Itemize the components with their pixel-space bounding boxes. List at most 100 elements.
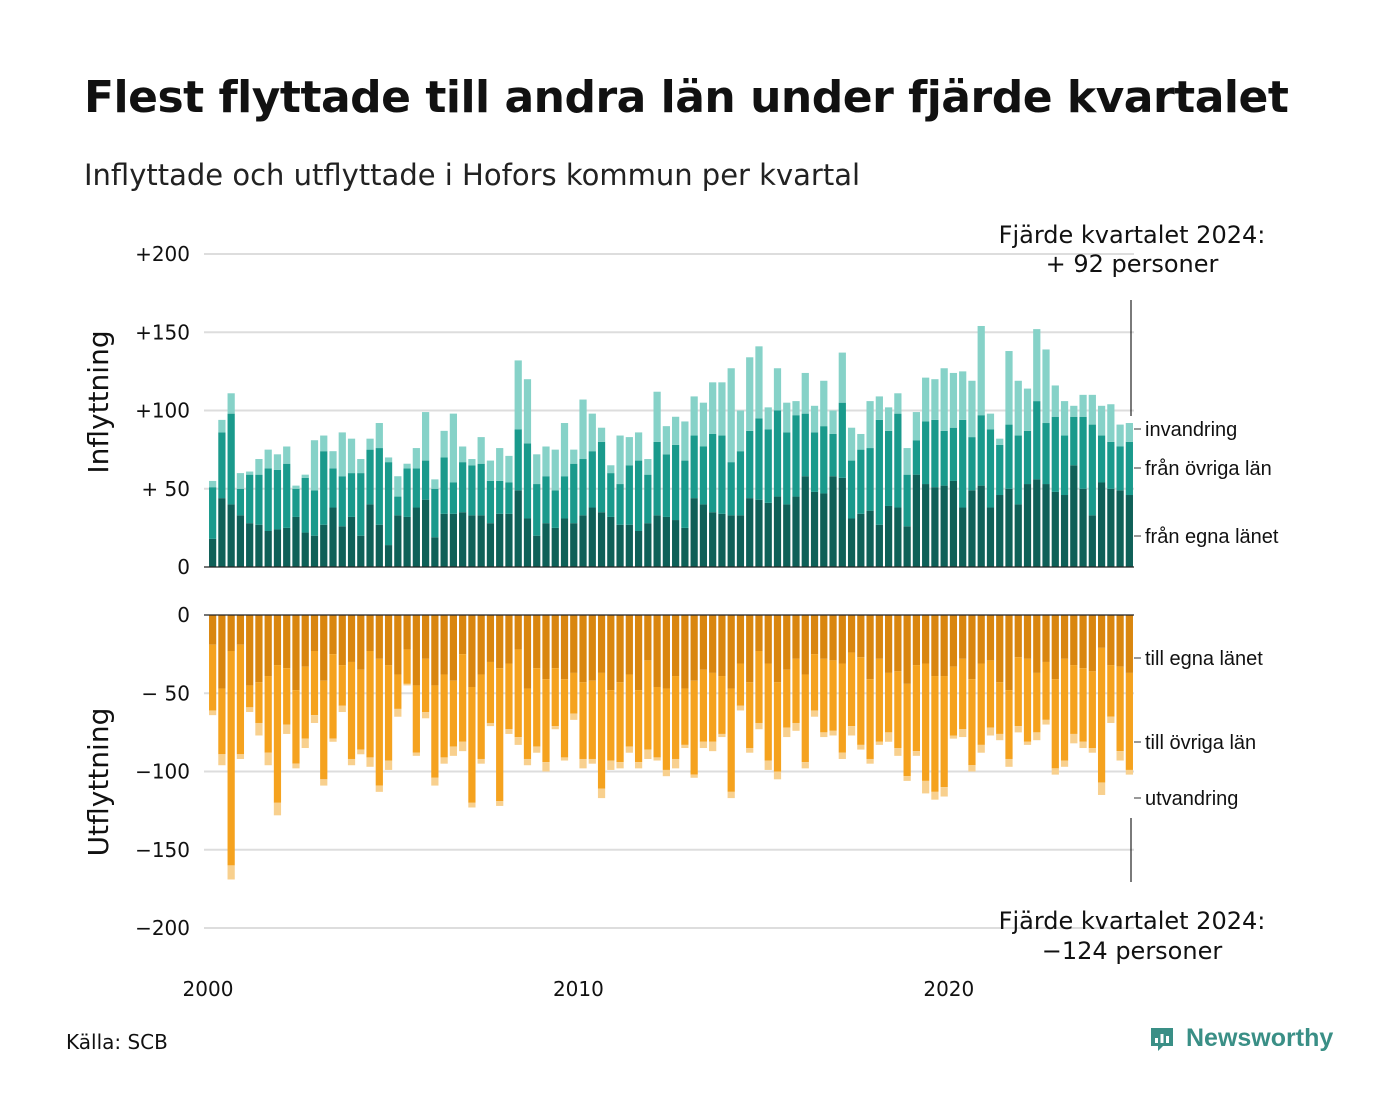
bar-out-emigration (755, 722, 763, 730)
bar-in-other (931, 419, 939, 488)
series-labels-outflow: till egna länet till övriga län utvandri… (1134, 648, 1263, 810)
bar-out-emigration (459, 741, 467, 752)
bar-out-other (847, 652, 856, 727)
bar-out-own (634, 615, 643, 691)
bar-in-other (810, 432, 819, 492)
bar-in-immigration (736, 410, 745, 452)
bar-out-own (1125, 615, 1133, 673)
bar-in-own (523, 518, 532, 567)
bar-out-other (514, 649, 522, 738)
bar-in-immigration (1033, 329, 1041, 402)
bar-in-own (746, 498, 754, 567)
bar-in-own (681, 527, 689, 567)
bar-in-other (384, 462, 393, 546)
bar-in-immigration (283, 446, 291, 464)
bar-out-own (922, 615, 930, 664)
bar-out-own (1042, 615, 1050, 662)
bar-in-immigration (959, 371, 967, 420)
bar-out-other (496, 668, 504, 802)
bar-in-own (431, 537, 439, 567)
bar-out-emigration (357, 749, 365, 755)
bar-in-other (421, 460, 430, 500)
bar-in-immigration (440, 430, 448, 458)
bar-out-other (866, 679, 874, 759)
bar-in-other (1125, 441, 1133, 496)
bar-out-other (264, 676, 272, 753)
bar-in-immigration (273, 454, 282, 470)
chart-subtitle: Inflyttade och utflyttade i Hofors kommu… (84, 158, 861, 192)
bar-out-emigration (986, 727, 995, 736)
bar-in-other (829, 433, 837, 477)
bar-in-other (292, 488, 300, 517)
bar-out-own (931, 615, 939, 677)
bar-out-emigration (662, 769, 670, 777)
bar-out-own (755, 615, 763, 651)
bar-out-emigration (218, 754, 226, 766)
ylabel-outflow: Utflyttning (82, 708, 115, 857)
bar-in-own (1023, 484, 1032, 567)
bar-out-own (412, 615, 420, 686)
bar-in-immigration (227, 393, 235, 414)
bar-out-other (792, 658, 800, 723)
bar-in-own (755, 499, 763, 567)
y-tick-label-top: + 50 (141, 477, 190, 501)
bar-out-other (1005, 690, 1013, 759)
bar-out-own (384, 615, 393, 666)
bar-out-own (773, 615, 782, 683)
bar-in-immigration (1116, 424, 1124, 447)
bar-in-own (1079, 488, 1087, 567)
bar-in-own (375, 524, 383, 567)
bar-in-immigration (579, 399, 587, 460)
bar-out-other (375, 658, 383, 786)
bar-out-other (597, 672, 606, 789)
bar-out-emigration (579, 758, 587, 769)
bar-in-own (996, 495, 1004, 567)
bar-in-other (884, 430, 893, 506)
bar-out-other (542, 679, 550, 763)
bar-out-own (459, 615, 467, 655)
bar-out-own (218, 615, 226, 689)
bar-in-other (922, 421, 930, 485)
brand-logo[interactable]: Newsworthy (1148, 1024, 1333, 1053)
bar-out-emigration (607, 760, 615, 770)
bar-out-emigration (246, 707, 254, 713)
bar-out-other (338, 665, 346, 706)
bar-in-own (847, 518, 856, 567)
bar-out-own (310, 615, 319, 651)
bar-out-other (653, 686, 661, 758)
bar-out-own (542, 615, 550, 680)
bar-in-other (847, 460, 856, 519)
y-tick-label-top: 0 (177, 555, 190, 579)
bar-out-emigration (1023, 741, 1032, 745)
bar-in-own (866, 510, 874, 567)
bar-out-emigration (384, 760, 393, 770)
bar-out-own (699, 615, 708, 670)
bar-out-emigration (838, 752, 846, 759)
bar-in-own (736, 515, 745, 567)
bar-out-emigration (209, 710, 217, 716)
bar-in-other (755, 418, 763, 500)
annotation-outflow-line2: −124 personer (1042, 937, 1223, 965)
bar-in-other (468, 465, 476, 516)
bar-in-other (347, 473, 356, 517)
bar-in-other (459, 462, 467, 513)
bar-in-own (468, 515, 476, 567)
bar-in-own (662, 516, 670, 567)
bar-in-immigration (394, 476, 402, 497)
bar-in-other (672, 444, 680, 521)
bar-in-immigration (820, 380, 828, 427)
bar-out-emigration (403, 683, 411, 686)
bar-in-immigration (912, 412, 921, 441)
bar-out-emigration (1033, 732, 1041, 741)
bar-out-other (273, 665, 282, 803)
bar-out-own (829, 615, 837, 661)
bar-in-other (570, 463, 578, 524)
bar-out-emigration (375, 785, 383, 792)
bar-out-own (496, 615, 504, 669)
bar-out-emigration (588, 758, 596, 764)
bar-in-own (820, 493, 828, 567)
bar-out-emigration (1070, 733, 1078, 744)
bar-in-other (514, 429, 522, 491)
bar-out-other (301, 666, 309, 739)
